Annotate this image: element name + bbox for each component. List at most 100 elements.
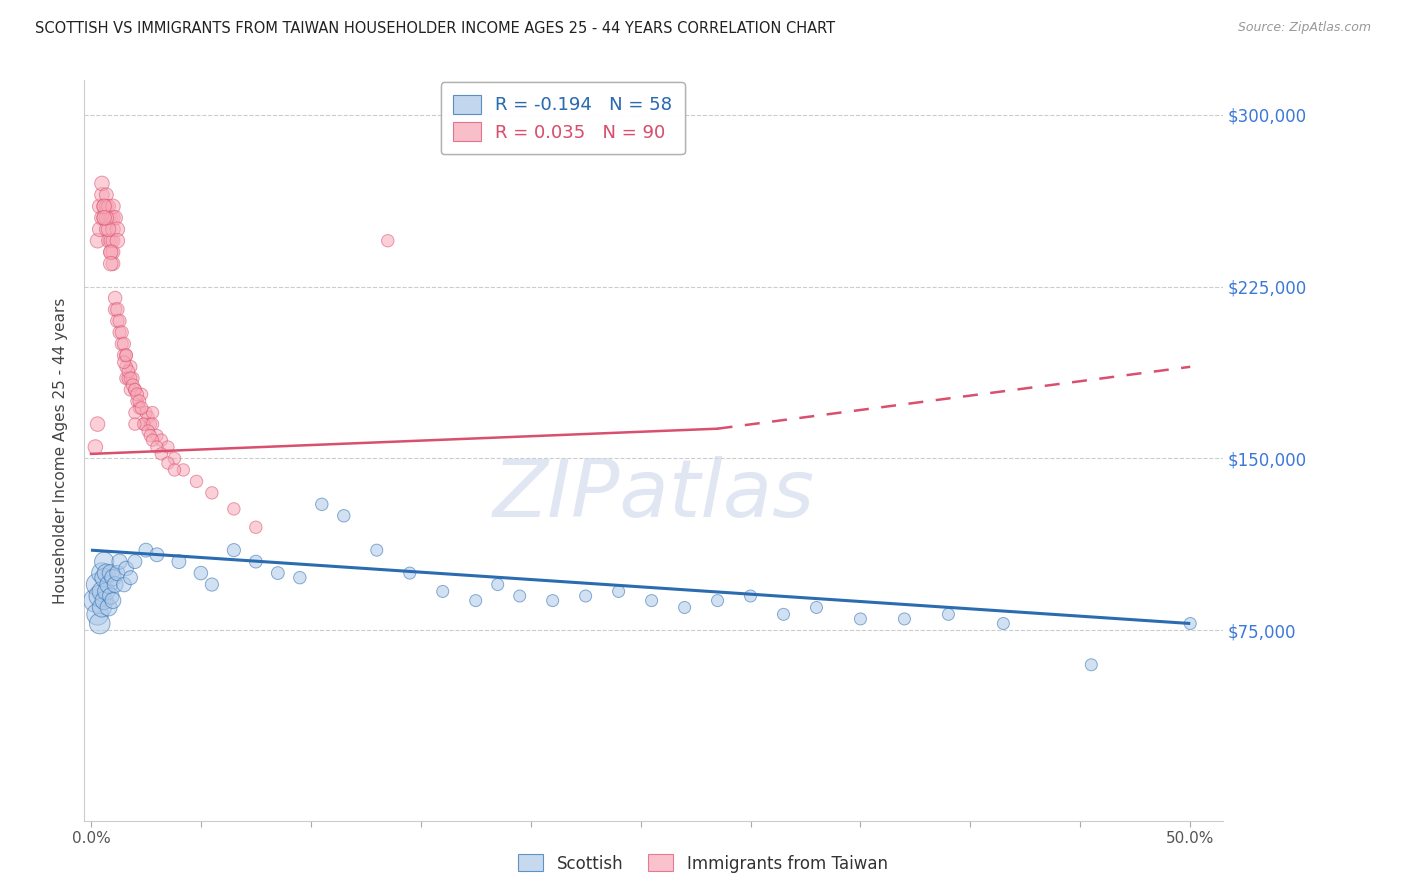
Point xyxy=(115,348,138,362)
Point xyxy=(806,600,828,615)
Point xyxy=(124,417,146,431)
Point xyxy=(377,234,399,248)
Point xyxy=(101,222,124,236)
Point xyxy=(105,234,128,248)
Point xyxy=(93,211,115,225)
Point xyxy=(1080,657,1102,672)
Point xyxy=(93,555,115,569)
Point xyxy=(333,508,356,523)
Point xyxy=(124,383,146,397)
Point xyxy=(115,359,138,374)
Point xyxy=(112,355,135,369)
Point xyxy=(288,571,311,585)
Point xyxy=(105,302,128,317)
Point xyxy=(121,378,143,392)
Point xyxy=(673,600,696,615)
Point xyxy=(86,607,108,622)
Point xyxy=(91,600,114,615)
Point xyxy=(86,234,108,248)
Point xyxy=(91,584,114,599)
Point xyxy=(112,577,135,591)
Point xyxy=(163,451,186,466)
Point xyxy=(120,571,142,585)
Point xyxy=(575,589,598,603)
Point xyxy=(101,245,124,260)
Point xyxy=(93,211,115,225)
Point xyxy=(128,394,150,409)
Text: ZIPatlas: ZIPatlas xyxy=(492,456,815,534)
Point xyxy=(101,211,124,225)
Point xyxy=(1180,616,1202,631)
Point xyxy=(509,589,531,603)
Point xyxy=(96,584,118,599)
Point xyxy=(97,600,120,615)
Point xyxy=(93,571,115,585)
Point xyxy=(100,234,122,248)
Point xyxy=(105,566,128,580)
Point xyxy=(89,589,111,603)
Point xyxy=(222,502,245,516)
Point xyxy=(146,428,169,442)
Point xyxy=(96,566,118,580)
Point xyxy=(201,486,224,500)
Point xyxy=(112,348,135,362)
Point xyxy=(108,326,131,340)
Point xyxy=(640,593,662,607)
Point xyxy=(89,222,111,236)
Point xyxy=(96,222,118,236)
Point xyxy=(132,417,155,431)
Point xyxy=(136,410,159,425)
Point xyxy=(91,566,114,580)
Point xyxy=(190,566,212,580)
Point xyxy=(117,364,139,378)
Point xyxy=(101,571,124,585)
Point xyxy=(124,555,146,569)
Point xyxy=(146,548,169,562)
Point xyxy=(486,577,509,591)
Point xyxy=(993,616,1015,631)
Point xyxy=(136,424,159,438)
Point xyxy=(141,433,163,447)
Text: SCOTTISH VS IMMIGRANTS FROM TAIWAN HOUSEHOLDER INCOME AGES 25 - 44 YEARS CORRELA: SCOTTISH VS IMMIGRANTS FROM TAIWAN HOUSE… xyxy=(35,21,835,36)
Point xyxy=(86,577,108,591)
Point xyxy=(156,440,179,454)
Point xyxy=(893,612,915,626)
Point xyxy=(167,555,190,569)
Point xyxy=(366,543,388,558)
Point xyxy=(706,593,728,607)
Point xyxy=(104,302,127,317)
Point xyxy=(91,187,114,202)
Point xyxy=(146,440,169,454)
Point xyxy=(131,401,153,415)
Point xyxy=(849,612,872,626)
Point xyxy=(156,456,179,470)
Point xyxy=(541,593,564,607)
Point xyxy=(117,371,139,385)
Point xyxy=(128,401,150,415)
Point xyxy=(124,406,146,420)
Point xyxy=(97,211,120,225)
Legend: Scottish, Immigrants from Taiwan: Scottish, Immigrants from Taiwan xyxy=(512,847,894,880)
Point xyxy=(89,199,111,213)
Point xyxy=(141,417,163,431)
Point xyxy=(84,440,107,454)
Legend: R = -0.194   N = 58, R = 0.035   N = 90: R = -0.194 N = 58, R = 0.035 N = 90 xyxy=(440,82,685,154)
Point xyxy=(311,497,333,511)
Point xyxy=(104,291,127,305)
Point xyxy=(97,234,120,248)
Point xyxy=(150,433,173,447)
Point xyxy=(100,589,122,603)
Point xyxy=(100,257,122,271)
Point xyxy=(464,593,486,607)
Point xyxy=(101,257,124,271)
Point xyxy=(93,199,115,213)
Point xyxy=(432,584,454,599)
Point xyxy=(135,406,157,420)
Point xyxy=(101,234,124,248)
Point xyxy=(100,211,122,225)
Point xyxy=(101,593,124,607)
Point xyxy=(172,463,194,477)
Point xyxy=(121,371,143,385)
Point xyxy=(132,417,155,431)
Point xyxy=(120,359,142,374)
